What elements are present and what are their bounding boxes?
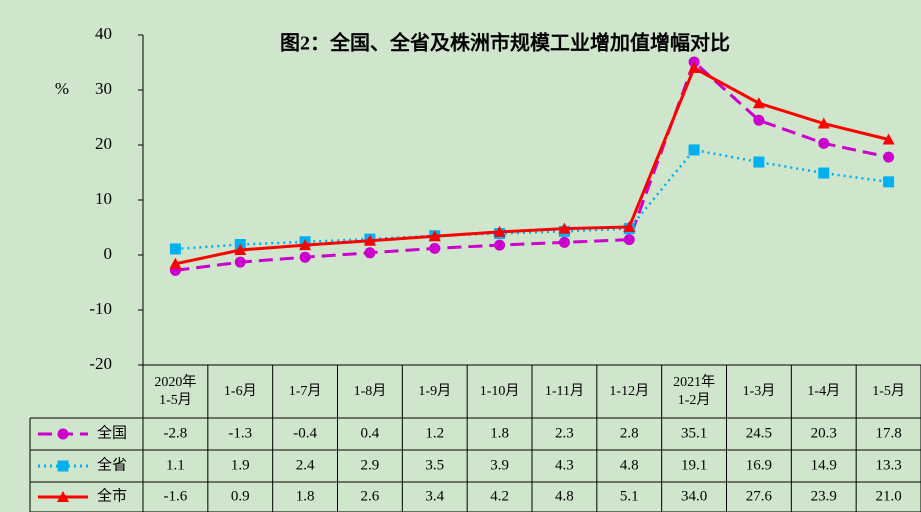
x-tick-label: 1-12月 — [609, 383, 650, 399]
marker — [169, 243, 181, 255]
legend-label: 全市 — [97, 486, 127, 504]
x-tick-label: 2021年 1-2月 — [673, 374, 716, 408]
x-tick-label: 1-4月 — [807, 383, 841, 399]
y-axis-label: % — [55, 79, 69, 98]
table-value: 3.9 — [490, 457, 509, 473]
table-value: -1.6 — [164, 488, 188, 504]
table-value: 21.0 — [875, 488, 901, 504]
marker — [623, 220, 636, 232]
marker — [299, 239, 312, 251]
table-value: 0.4 — [361, 425, 380, 441]
marker — [299, 251, 311, 263]
table-value: 2.6 — [361, 488, 380, 504]
legend-marker — [57, 428, 69, 440]
marker — [234, 244, 247, 256]
marker — [818, 137, 830, 149]
table-value: 35.1 — [681, 425, 707, 441]
x-tick-label: 1-3月 — [742, 383, 776, 399]
y-tick-label: -10 — [89, 299, 112, 318]
x-tick-label: 1-5月 — [872, 383, 905, 399]
marker — [753, 114, 765, 126]
marker — [817, 117, 830, 129]
table-value: 19.1 — [681, 457, 707, 473]
table-value: 4.2 — [490, 488, 509, 504]
marker — [169, 257, 182, 269]
x-tick-label: 1-8月 — [353, 383, 387, 399]
table-value: 2.3 — [555, 425, 574, 441]
marker — [558, 222, 571, 234]
x-tick-label: 2020年 1-5月 — [154, 374, 197, 408]
legend-label: 全国 — [97, 423, 127, 441]
x-tick-label: 1-9月 — [418, 383, 452, 399]
y-tick-label: 0 — [104, 244, 113, 263]
table-value: 4.3 — [555, 457, 574, 473]
table-value: 4.8 — [555, 488, 574, 504]
marker — [558, 236, 570, 248]
table-value: 1.1 — [166, 457, 185, 473]
marker — [364, 247, 376, 259]
table-value: 24.5 — [746, 425, 772, 441]
table-value: 23.9 — [811, 488, 837, 504]
marker — [688, 144, 700, 156]
marker — [753, 156, 765, 168]
table-value: 34.0 — [681, 488, 707, 504]
series-line — [175, 59, 889, 272]
table-value: 0.9 — [231, 488, 250, 504]
marker — [429, 242, 441, 254]
marker — [883, 151, 895, 163]
table-value: 5.1 — [620, 488, 639, 504]
marker — [493, 225, 506, 237]
table-value: 1.8 — [490, 425, 509, 441]
table-value: 1.9 — [231, 457, 250, 473]
x-tick-label: 1-10月 — [479, 383, 520, 399]
chart-title: 图2：全国、全省及株洲市规模工业增加值增幅对比 — [280, 31, 730, 55]
table-value: -0.4 — [293, 425, 317, 441]
marker — [428, 230, 441, 242]
x-tick-label: 1-7月 — [288, 383, 322, 399]
marker — [688, 62, 701, 73]
series-line — [175, 65, 889, 266]
legend-marker — [57, 460, 69, 472]
table-value: 16.9 — [746, 457, 772, 473]
table-value: 27.6 — [746, 488, 773, 504]
legend-label: 全省 — [97, 455, 127, 473]
table-value: -2.8 — [164, 425, 188, 441]
y-tick-label: 40 — [95, 24, 112, 43]
table-value: 1.2 — [425, 425, 444, 441]
table-value: 2.9 — [361, 457, 380, 473]
marker — [882, 133, 895, 145]
marker — [688, 56, 700, 68]
table-value: 2.8 — [620, 425, 639, 441]
marker — [883, 176, 895, 188]
table-value: -1.3 — [228, 425, 252, 441]
table-value: 4.8 — [620, 457, 639, 473]
y-tick-label: 10 — [95, 189, 112, 208]
table-value: 20.3 — [811, 425, 837, 441]
table-value: 1.8 — [296, 488, 315, 504]
marker — [623, 234, 635, 246]
table-value: 3.5 — [425, 457, 444, 473]
marker — [494, 239, 506, 251]
marker — [363, 234, 376, 246]
y-tick-label: -20 — [89, 354, 112, 373]
table-value: 13.3 — [875, 457, 901, 473]
marker — [818, 167, 830, 179]
table-value: 2.4 — [296, 457, 315, 473]
marker — [752, 97, 765, 109]
marker — [234, 256, 246, 268]
legend-marker — [57, 491, 69, 502]
table-value: 14.9 — [811, 457, 837, 473]
x-tick-label: 1-6月 — [223, 383, 257, 399]
y-tick-label: 20 — [95, 134, 112, 153]
x-tick-label: 1-11月 — [544, 383, 584, 399]
y-tick-label: 30 — [95, 79, 112, 98]
series-line — [175, 148, 889, 251]
table-value: 3.4 — [425, 488, 444, 504]
table-value: 17.8 — [875, 425, 901, 441]
